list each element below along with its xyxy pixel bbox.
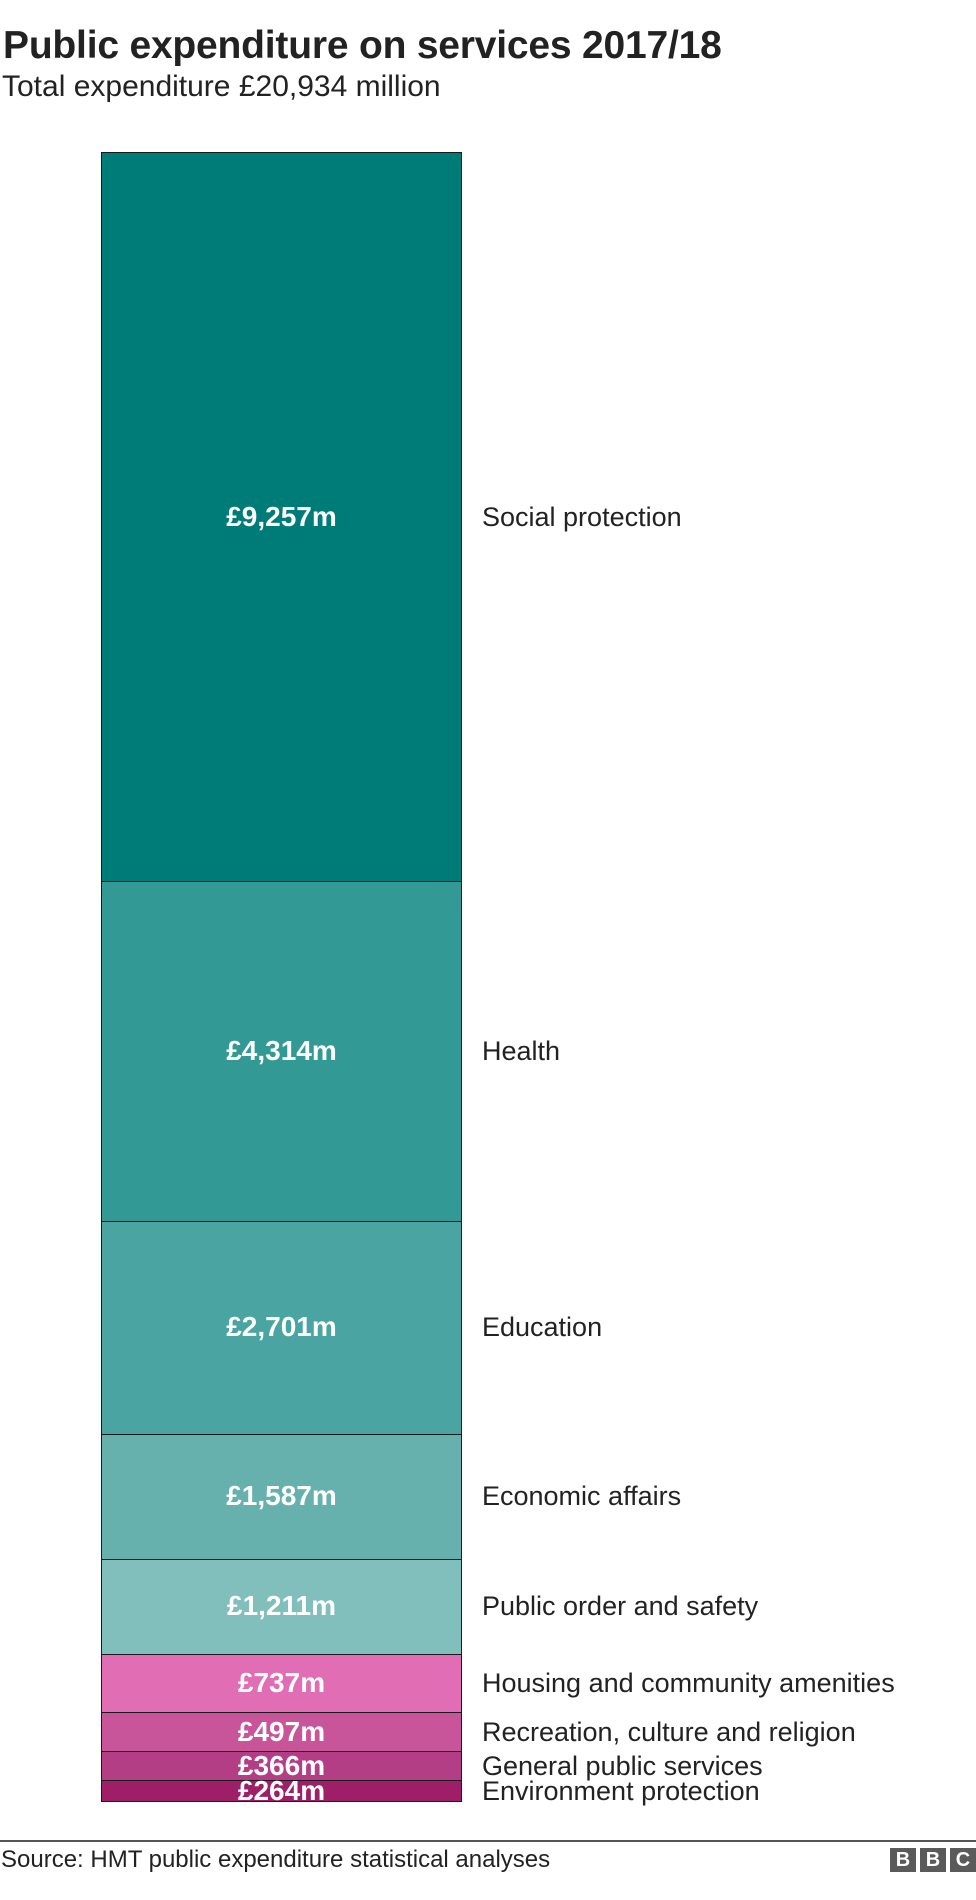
bar-segment (101, 152, 462, 883)
bbc-logo-letter: C (950, 1848, 976, 1872)
bar-segment (101, 1433, 462, 1560)
bar-segment (101, 1751, 462, 1782)
segment-value-label: £737m (237, 1667, 326, 1699)
bar-segment (101, 1558, 462, 1656)
segment-value-label: £1,587m (226, 1480, 337, 1512)
category-label: Public order and safety (482, 1591, 759, 1622)
bar-segment (101, 1780, 462, 1802)
stacked-bar: £9,257m £4,314m £2,701m £1,587m £1,211m £737m… (101, 152, 462, 1805)
category-label: Education (482, 1312, 603, 1343)
source-note: Source: HMT public expenditure statistic… (1, 1846, 551, 1873)
bbc-logo-letter: B (890, 1848, 916, 1872)
segment-value-label: £4,314m (226, 1035, 337, 1067)
category-label: Health (482, 1036, 561, 1067)
category-label: General public services (482, 1750, 763, 1781)
chart-title: Public expenditure on services 2017/18 (3, 24, 722, 67)
bar-segment (101, 881, 462, 1222)
segment-value-label: £497m (237, 1715, 326, 1747)
bbc-logo: B B C (890, 1848, 976, 1872)
category-label: Recreation, culture and religion (482, 1716, 856, 1747)
chart-subtitle: Total expenditure £20,934 million (2, 70, 441, 103)
segment-value-label: £1,211m (227, 1590, 336, 1622)
segment-value-label: £264m (237, 1774, 326, 1806)
category-label: Environment protection (482, 1775, 760, 1806)
bar-segment (101, 1712, 462, 1753)
bar-segment (101, 1654, 462, 1714)
category-label: Social protection (482, 501, 682, 532)
segment-value-label: £2,701m (226, 1311, 337, 1343)
segment-value-label: £366m (237, 1749, 326, 1781)
category-label: Housing and community amenities (482, 1668, 895, 1699)
bbc-logo-letter: B (920, 1848, 946, 1872)
footer-divider (0, 1840, 976, 1842)
category-label: Economic affairs (482, 1481, 682, 1512)
segment-value-label: £9,257m (226, 500, 337, 532)
